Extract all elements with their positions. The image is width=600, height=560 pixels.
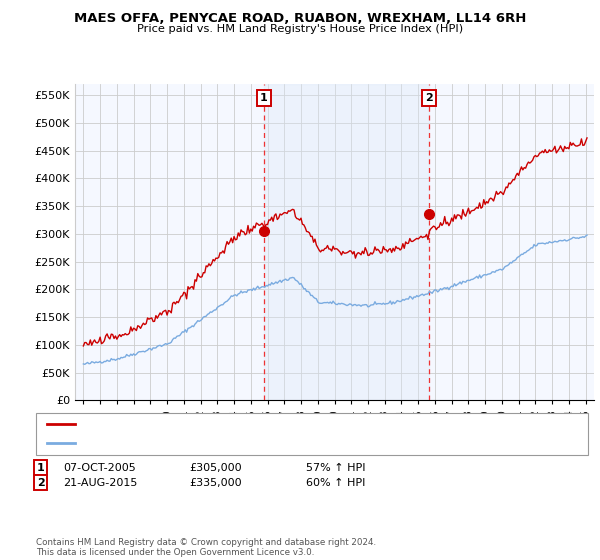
Text: MAES OFFA, PENYCAE ROAD, RUABON, WREXHAM, LL14 6RH: MAES OFFA, PENYCAE ROAD, RUABON, WREXHAM… — [74, 12, 526, 25]
Bar — [263, 84, 429, 400]
Text: 2: 2 — [37, 478, 44, 488]
Text: £305,000: £305,000 — [189, 463, 242, 473]
Text: 21-AUG-2015: 21-AUG-2015 — [63, 478, 137, 488]
Text: Price paid vs. HM Land Registry's House Price Index (HPI): Price paid vs. HM Land Registry's House … — [137, 24, 463, 34]
Text: Contains HM Land Registry data © Crown copyright and database right 2024.
This d: Contains HM Land Registry data © Crown c… — [36, 538, 376, 557]
Text: 2: 2 — [425, 93, 433, 103]
Text: 1: 1 — [260, 93, 268, 103]
Text: 60% ↑ HPI: 60% ↑ HPI — [306, 478, 365, 488]
Text: 57% ↑ HPI: 57% ↑ HPI — [306, 463, 365, 473]
Text: MAES OFFA, PENYCAE ROAD, RUABON, WREXHAM, LL14 6RH (detached house): MAES OFFA, PENYCAE ROAD, RUABON, WREXHAM… — [79, 419, 473, 430]
Text: HPI: Average price, detached house, Wrexham: HPI: Average price, detached house, Wrex… — [79, 438, 311, 448]
Text: 07-OCT-2005: 07-OCT-2005 — [63, 463, 136, 473]
Text: £335,000: £335,000 — [189, 478, 242, 488]
Text: 1: 1 — [37, 463, 44, 473]
